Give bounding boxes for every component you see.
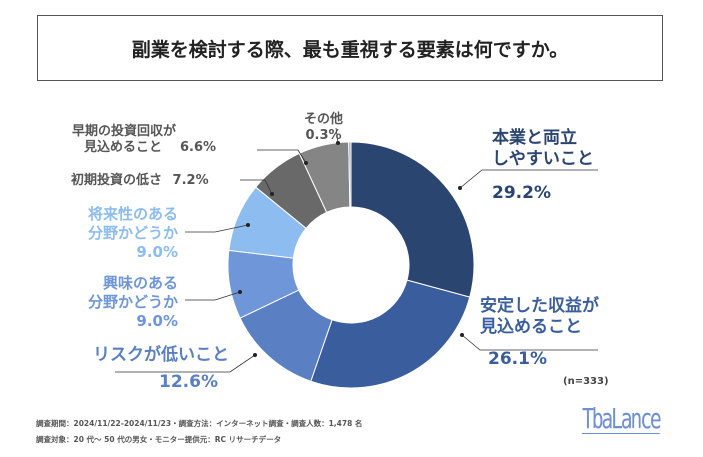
value-label: 29.2% [492,182,551,203]
donut-slice-7 [348,141,352,208]
value-label: 0.3% [305,128,342,144]
label-line: 初期投資の低さ [71,173,163,188]
leader-line-6 [257,149,307,164]
label-line: 見込めること [480,317,582,338]
label-line: リスクが低いこと [93,345,229,365]
leader-dot-3 [238,290,242,294]
label-soki: 早期の投資回収が 見込めること 6.6% [72,124,216,157]
leader-line-5 [240,179,273,195]
label-line: 分野かどうか [88,223,179,242]
footer-survey-target: 調査対象：20 代～ 50 代の男女・モニター提供元：RC リサーチデータ [36,435,282,444]
label-line: 将来性のある [88,205,179,223]
donut-slice-1 [310,279,471,389]
value-label: 9.0% [136,311,179,330]
value-label: 12.6% [159,372,218,393]
leader-line-3 [185,291,241,301]
leader-dot-0 [458,186,462,190]
leader-line-1 [461,334,598,351]
label-line: しやすいこと [492,149,594,170]
label-line: 本業と両立 [492,128,577,148]
leader-line-4 [185,224,249,233]
label-honbgyo: 本業と両立 しやすいこと 29.2% [492,128,594,204]
label-line: 見込めること [84,140,163,156]
label-line: 分野かどうか [88,292,179,311]
leader-line-0 [459,169,598,189]
label-shoki: 初期投資の低さ 7.2% [71,173,209,189]
leader-line-2 [115,354,256,373]
value-label: 6.6% [180,140,217,156]
donut-slice-0 [350,141,475,298]
value-label: 26.1% [488,348,547,369]
footer-survey-period: 調査期間：2024/11/22-2024/11/23・調査方法：インターネット調… [36,419,363,428]
leader-dot-7 [336,141,340,145]
label-shoraisei: 将来性のある 分野かどうか 9.0% [88,205,178,261]
sample-size: (n=333) [563,376,609,387]
leader-dot-2 [253,353,257,357]
leader-dot-4 [246,223,250,227]
leader-dot-1 [460,333,464,337]
label-line: 興味のある [103,274,179,292]
label-sonota: その他 0.3% [304,112,343,145]
leader-line-7 [335,127,339,144]
label-line: 安定した収益が [480,296,599,316]
label-kyomi: 興味のある 分野かどうか 9.0% [88,274,178,330]
label-line: その他 [304,112,344,127]
value-label: 9.0% [136,242,179,261]
leader-dot-6 [304,161,308,165]
brand-logo: TbaLance [582,402,662,435]
label-antei: 安定した収益が 見込めること 26.1% [480,296,599,370]
leader-dot-5 [270,192,274,196]
label-line: 早期の投資回収が [72,124,177,139]
chart-title: 副業を検討する際、最も重視する要素は何ですか。 [37,15,663,81]
value-label: 7.2% [172,173,209,188]
label-risk: リスクが低いこと 12.6% [93,345,229,394]
